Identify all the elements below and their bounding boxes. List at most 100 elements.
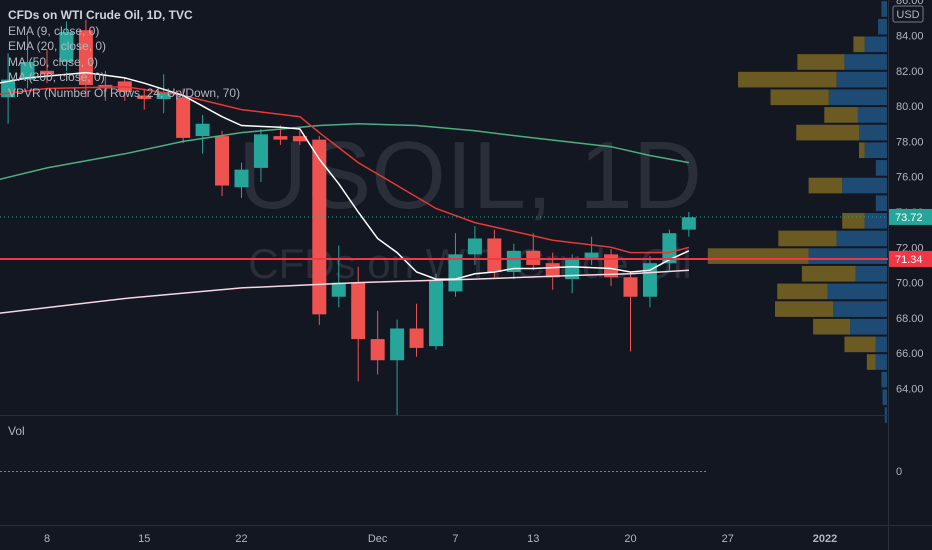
price-tick-label: 76.00 (896, 172, 924, 184)
vpvr-down-row (801, 265, 856, 282)
vpvr-down-row (808, 177, 843, 194)
vpvr-up-row (881, 371, 887, 388)
vpvr-down-row (853, 36, 865, 53)
price-axis[interactable]: 64.0066.0068.0070.0072.0074.0076.0078.00… (896, 0, 924, 396)
candle-body (137, 95, 152, 100)
vpvr-down-row (842, 213, 865, 229)
vpvr-up-row (881, 1, 887, 17)
vpvr-up-row (844, 54, 887, 70)
price-tick-label: 68.00 (896, 313, 924, 325)
candle-body (370, 339, 385, 361)
vpvr-up-row (836, 71, 887, 88)
candle-body (253, 134, 268, 168)
price-tick-label: 70.00 (896, 278, 924, 290)
price-tick-label: 84.00 (896, 31, 924, 43)
price-guides (0, 216, 888, 260)
price-tag-label: 73.72 (895, 212, 923, 224)
ma50-line (0, 123, 690, 183)
price-tag-box (889, 208, 932, 225)
candle-body (292, 136, 307, 142)
vpvr-up-row (828, 89, 887, 106)
candle-body (642, 263, 657, 297)
vpvr-up-row (875, 195, 887, 211)
watermark-symbol: USOIL, 1D (238, 122, 702, 229)
vpvr-down-row (796, 124, 859, 141)
candle-body (20, 61, 35, 80)
price-tag-box (889, 250, 932, 267)
ma200-line (0, 269, 689, 316)
vpvr-down-row (738, 71, 837, 88)
time-tick-label: 15 (138, 533, 150, 545)
candle-body (448, 254, 463, 292)
candle-body (623, 277, 638, 297)
price-tick-label: 78.00 (896, 136, 924, 148)
time-axis[interactable]: 8 15 22 Dec 7 13 20 27 2022 (44, 533, 837, 545)
vpvr-up-row (827, 283, 887, 300)
candle-body (40, 70, 54, 75)
price-tag-label: 71.34 (895, 254, 923, 266)
vpvr-up-row (875, 336, 887, 353)
vpvr-up-row (878, 18, 887, 35)
vpvr-up-row (875, 354, 887, 370)
candle-body (312, 139, 327, 315)
vpvr-up-row (857, 107, 887, 123)
vpvr-down-row (813, 318, 851, 335)
vpvr-up-row (884, 407, 887, 423)
vpvr-down-row (824, 107, 858, 123)
candle-body (234, 169, 249, 188)
legend-ma200[interactable]: MA (200, close, 0) (8, 70, 105, 84)
time-tick-label: 20 (624, 533, 636, 545)
vpvr-down-row (778, 230, 837, 247)
legend-ma50[interactable]: MA (50, close, 0) (8, 54, 99, 69)
time-tick-label: 8 (44, 533, 50, 545)
indicator-legend: CFDs on WTI Crude Oil, 1D, TVC EMA (9, c… (8, 8, 240, 101)
candle-body (681, 217, 696, 230)
vpvr-up-row (842, 177, 887, 194)
vpvr-up-row (875, 160, 887, 176)
vpvr-up-row (855, 265, 887, 282)
legend-ema9[interactable]: EMA (9, close, 0) (8, 23, 100, 38)
currency-badge[interactable] (892, 5, 924, 23)
candle-body (604, 254, 619, 278)
time-tick-label: 7 (452, 533, 458, 545)
candle-body (526, 250, 541, 265)
candle-body (78, 30, 93, 85)
time-tick-label: 2022 (813, 533, 837, 545)
price-tick-label: 80.00 (896, 101, 924, 113)
vpvr-up-row (859, 124, 887, 141)
legend-symbol-title[interactable]: CFDs on WTI Crude Oil, 1D, TVC (8, 8, 193, 22)
vpvr-down-row (777, 283, 828, 300)
volume-pane-label[interactable]: Vol (8, 424, 25, 438)
candle-body (467, 238, 482, 255)
candle-body (331, 282, 346, 297)
legend-vpvr[interactable]: VPVR (Number Of Rows, 24, Up/Down, 70) (8, 85, 241, 100)
legend-ema20[interactable]: EMA (20, close, 0) (8, 39, 107, 53)
candle-body (390, 328, 405, 361)
vpvr-up-row (836, 230, 887, 247)
price-tick-label: 64.00 (896, 384, 924, 396)
candle-body (59, 31, 74, 62)
vpvr-up-row (850, 318, 887, 335)
vpvr-up-row (864, 36, 887, 53)
volume-axis-zero: 0 (896, 466, 902, 478)
candle-body (156, 91, 171, 100)
time-tick-label: Dec (368, 533, 388, 545)
volume-profile (707, 1, 887, 423)
candle-body (195, 123, 210, 137)
price-tick-label: 66.00 (896, 348, 924, 360)
candle-body (662, 233, 677, 264)
candle-body (545, 263, 560, 278)
candle-body (215, 136, 230, 186)
candle-body (176, 97, 191, 138)
ema9-line (0, 71, 690, 280)
indicator-lines (0, 71, 690, 316)
time-tick-label: 27 (722, 533, 734, 545)
candle-body (506, 250, 521, 273)
time-tick-label: 13 (527, 533, 539, 545)
vpvr-down-row (770, 89, 829, 106)
price-tags: 73.72 71.34 (889, 208, 932, 267)
vpvr-down-row (797, 54, 845, 70)
vpvr-up-row (833, 301, 887, 317)
candle-body (584, 252, 599, 258)
